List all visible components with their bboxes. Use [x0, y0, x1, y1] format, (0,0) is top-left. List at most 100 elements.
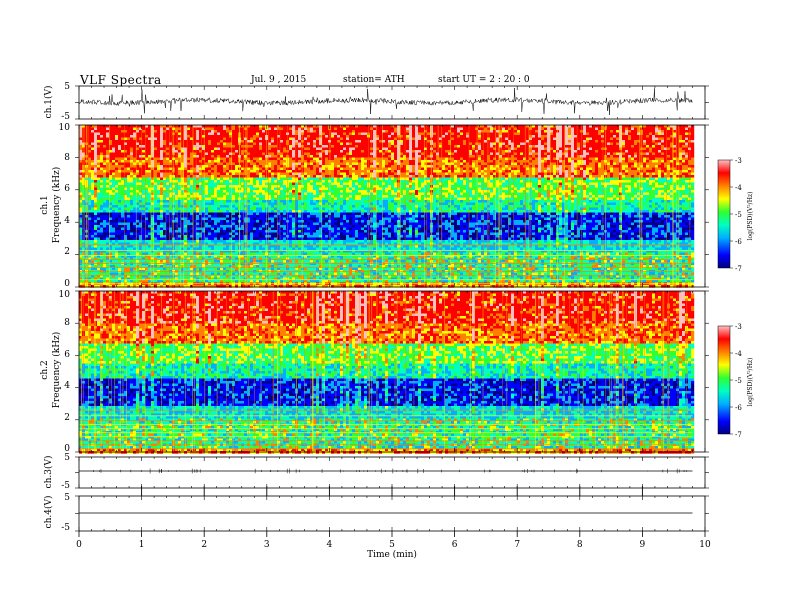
ch1-spectrogram-cell: [148, 170, 152, 173]
ch1-spectrogram-cell: [133, 245, 137, 248]
ch1-spectrogram-cell: [268, 250, 272, 253]
ch1-spectrogram-cell: [82, 132, 86, 136]
ch1-spectrogram-cell: [196, 142, 200, 146]
ch1-spectrogram-cell: [139, 155, 143, 158]
ch1-spectrogram-cell: [205, 152, 209, 156]
ch1-spectrogram-cell: [232, 172, 236, 176]
ch1-spectrogram-cell: [103, 125, 107, 128]
ch1-spectrogram-cell: [235, 135, 239, 138]
ch1-spectrogram-cell: [79, 140, 83, 143]
ch1-spectrogram-cell: [193, 260, 197, 263]
ch1-spectrogram-cell: [217, 255, 221, 258]
ch1-spectrogram-cell: [241, 190, 245, 193]
ch1-spectrogram-cell: [241, 170, 245, 173]
ch1-spectrogram-cell: [181, 182, 185, 186]
ch1-spectrogram-cell: [262, 137, 266, 141]
ch1-spectrogram-cell: [241, 230, 245, 233]
ch1-spectrogram-cell: [280, 207, 284, 211]
ch1-spectrogram-cell: [298, 172, 302, 176]
ch1-spectrogram-cell: [301, 185, 305, 188]
ch1-spectrogram-cell: [148, 252, 152, 256]
ch1-spectrogram-cell: [154, 145, 158, 148]
ch1-spectrogram-cell: [268, 227, 272, 231]
ch1-spectrogram-cell: [250, 197, 254, 201]
ch1-spectrogram-cell: [271, 160, 275, 163]
ch1-spectrogram-cell: [133, 177, 137, 181]
ch1-spectrogram-cell: [223, 260, 227, 263]
ch1-spectrogram-cell: [79, 142, 83, 146]
ch1-spectrogram-cell: [214, 275, 218, 278]
ch1-spectrogram-cell: [166, 127, 170, 131]
ch1-spectrogram-cell: [145, 227, 149, 231]
ch1-spectrogram-cell: [259, 220, 263, 223]
ch1-spectrogram-cell: [178, 222, 182, 226]
ch1-spectrogram-cell: [136, 197, 140, 201]
ch1-spectrogram-cell: [148, 140, 152, 143]
ch1-spectrogram-cell: [169, 180, 173, 183]
ch1-spectrogram-cell: [262, 220, 266, 223]
ch1-spectrogram-cell: [289, 160, 293, 163]
ch1-spectrogram-cell: [205, 247, 209, 251]
ch1-spectrogram-cell: [274, 127, 278, 131]
ch1-spectrogram-cell: [103, 240, 107, 243]
ch1-spectrogram-cell: [193, 125, 197, 128]
ch1-spectrogram-cell: [88, 160, 92, 163]
ch1-spectrogram-cell: [160, 242, 164, 246]
ch1-spectrogram-cell: [208, 232, 212, 236]
ch1-spectrogram-cell: [142, 250, 146, 253]
ch1-spectrogram-cell: [253, 155, 257, 158]
ch1-spectrogram-cell: [199, 195, 203, 198]
ch1-spectrogram-cell: [226, 182, 230, 186]
ch1-spectrogram-cell: [190, 200, 194, 203]
ch1-spectrogram-cell: [259, 275, 263, 278]
ch1-spectrogram-cell: [205, 175, 209, 178]
ch1-spectrogram-cell: [82, 272, 86, 276]
ch1-spectrogram-cell: [154, 260, 158, 263]
ch1-spectrogram-cell: [262, 230, 266, 233]
ch1-spectrogram-cell: [166, 177, 170, 181]
ch1-spectrogram-cell: [148, 185, 152, 188]
ch1-spectrogram-cell: [199, 220, 203, 223]
ch1-spectrogram-cell: [79, 167, 83, 171]
ch1-spectrogram-cell: [268, 220, 272, 223]
ch1-spectrogram-cell: [271, 215, 275, 218]
ch1-spectrogram-cell: [109, 217, 113, 221]
ch1-spectrogram-cell: [277, 215, 281, 218]
ch1-spectrogram-cell: [139, 152, 143, 156]
ch1-spectrogram-cell: [145, 217, 149, 221]
ch1-spectrogram-cell: [301, 275, 305, 278]
ch1-spectrogram-cell: [235, 142, 239, 146]
ch1-spectrogram-cell: [292, 145, 296, 148]
ch1-spectrogram-cell: [151, 237, 155, 241]
ch1-spectrogram-cell: [130, 260, 134, 263]
ch1-spectrogram-cell: [124, 190, 128, 193]
ch1-spectrogram-cell: [181, 207, 185, 211]
ch1-spectrogram-cell: [103, 250, 107, 253]
ch1-spectrogram-cell: [151, 147, 155, 151]
ch1-spectrogram-cell: [121, 152, 125, 156]
ch1-spectrogram-cell: [160, 152, 164, 156]
ch1-spectrogram-cell: [94, 217, 98, 221]
ch1-spectrogram-cell: [298, 125, 302, 128]
ch1-spectrogram-cell: [187, 227, 191, 231]
ch1-spectrogram-cell: [289, 182, 293, 186]
ch1-spectrogram-cell: [274, 170, 278, 173]
ch1-spectrogram-cell: [178, 267, 182, 271]
ch1-spectrogram-cell: [160, 250, 164, 253]
ch1-spectrogram-cell: [283, 185, 287, 188]
ch1-spectrogram-cell: [205, 222, 209, 226]
ch1-spectrogram-cell: [208, 160, 212, 163]
ch1-spectrogram-cell: [187, 127, 191, 131]
ch1-spectrogram-cell: [175, 260, 179, 263]
ch1-spectrogram-cell: [277, 210, 281, 213]
ch1-spectrogram-cell: [274, 217, 278, 221]
ch1-spectrogram-cell: [247, 245, 251, 248]
ch1-spectrogram-cell: [118, 202, 122, 206]
ch1-spectrogram-cell: [175, 140, 179, 143]
ch1-spectrogram-cell: [190, 170, 194, 173]
ch1-spectrogram-cell: [151, 195, 155, 198]
ch1-spectrogram-cell: [256, 217, 260, 221]
ch1-spectrogram-cell: [277, 140, 281, 143]
ch1-spectrogram-cell: [115, 232, 119, 236]
ch1-spectrogram-cell: [259, 130, 263, 133]
